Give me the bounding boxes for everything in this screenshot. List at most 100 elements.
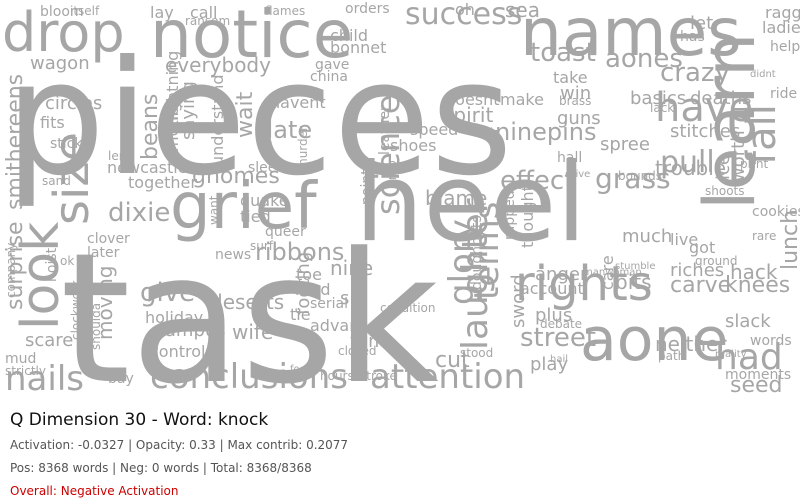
cloud-word: trap (385, 160, 399, 185)
cloud-word: shoots (705, 184, 745, 198)
cloud-word: ok (60, 254, 75, 268)
cloud-word: bits (615, 270, 652, 294)
cloud-word: smithereens (3, 73, 28, 210)
cloud-word: later (87, 245, 120, 261)
cloud-word: got (689, 238, 716, 257)
cloud-word: manwoman (583, 267, 642, 278)
cloud-word: lay (150, 3, 174, 22)
cloud-word: mud (5, 351, 37, 367)
cloud-word: shoes (390, 136, 437, 155)
cloud-word: toe (296, 265, 322, 284)
cloud-word: not (487, 127, 503, 150)
cloud-word: carve (670, 273, 732, 298)
cloud-word: date (258, 116, 313, 144)
overall-activation-value: Negative Activation (60, 484, 179, 498)
cloud-word: ground (695, 254, 738, 268)
cloud-word: guns (557, 108, 601, 129)
cloud-word: clover (87, 231, 130, 247)
cloud-word: sleeve (248, 160, 294, 176)
cloud-word: sin (340, 288, 366, 309)
cloud-word: rights (515, 256, 653, 312)
cloud-word: rare (752, 229, 777, 243)
cloud-word: china (310, 69, 348, 85)
cloud-word: nine (330, 256, 374, 280)
cloud-word: doughnuts (469, 215, 485, 290)
cloud-word: points (359, 162, 375, 205)
cloud-word: play (530, 354, 569, 375)
cloud-word: success (405, 0, 523, 32)
cloud-word: pieces (5, 27, 513, 211)
cloud-word: speed (410, 120, 459, 139)
cloud-word: win (560, 83, 592, 104)
cloud-word: focus (290, 364, 317, 375)
cloud-word: stitches (670, 121, 741, 142)
cloud-word: call (190, 3, 218, 22)
cloud-word: queer (265, 224, 306, 240)
dimension-title: Q Dimension 30 - Word: knock (10, 410, 269, 430)
cloud-word: trouble (655, 156, 727, 180)
word-counts: Pos: 8368 words | Neg: 0 words | Total: … (10, 461, 312, 475)
cloud-word: take (553, 68, 588, 87)
cloud-word: closed (338, 344, 377, 358)
cloud-word: wagon (30, 53, 90, 74)
cloud-word: rapped (502, 190, 518, 240)
cloud-word: tom (350, 331, 386, 352)
cloud-word: names (520, 0, 742, 71)
cloud-word: news (215, 247, 252, 263)
cloud-word: moments (725, 367, 792, 383)
cloud-word: plus (535, 305, 573, 326)
cloud-word: let (690, 13, 714, 34)
cloud-word: oh (455, 0, 475, 19)
cloud-word: mad (295, 280, 331, 299)
cloud-word: saying (178, 81, 199, 140)
cloud-word: motion (163, 95, 182, 152)
cloud-word: aones (605, 44, 683, 74)
cloud-word: leather (377, 105, 393, 155)
cloud-word: drop (2, 1, 125, 64)
cloud-word: spirit (443, 103, 494, 127)
cloud-word: much (622, 226, 673, 247)
cloud-word: have (655, 85, 754, 131)
cloud-word: effect (500, 166, 575, 196)
cloud-word: bonnet (330, 38, 387, 57)
cloud-word: campus (155, 320, 226, 341)
cloud-word: street (520, 323, 597, 353)
cloud-word: surf (250, 239, 274, 253)
cloud-word: dixie (108, 198, 171, 228)
cloud-word: slack (725, 311, 771, 332)
cloud-word: child (330, 26, 368, 45)
cloud-word: account (520, 279, 584, 298)
cloud-word: lend (108, 149, 134, 163)
cloud-word: strictly (5, 364, 46, 378)
cloud-word: ninepins (495, 118, 597, 146)
cloud-word: stumble (615, 261, 656, 272)
cloud-word: fits (40, 113, 65, 132)
cloud-word: hours (320, 369, 354, 383)
overall-activation-text: Overall: Negative Activation (10, 484, 179, 498)
cloud-word: crazy (660, 58, 730, 88)
cloud-word: control (150, 342, 206, 361)
cloud-word: quake (240, 191, 289, 210)
overall-activation: Overall: Negative Activation (10, 484, 790, 498)
cloud-word: stick (50, 136, 83, 152)
cloud-word: has (680, 29, 705, 45)
cloud-word: knees (725, 273, 791, 298)
overall-activation-label: Overall: (10, 484, 61, 498)
cloud-word: holiday (145, 308, 204, 327)
cloud-word: basics (630, 88, 687, 109)
cloud-word: anger (535, 264, 588, 285)
cloud-word: scare (25, 330, 74, 351)
cloud-word: want (207, 195, 221, 225)
cloud-word: company (4, 242, 18, 298)
cloud-word: help (770, 39, 800, 55)
cloud-word: task (60, 215, 439, 401)
cloud-word: shoulda (89, 302, 103, 350)
cloud-word: clockwork (69, 280, 83, 340)
cloud-word: ladies (762, 18, 800, 37)
cloud-word: make (500, 90, 544, 109)
cloud-word: lack (650, 101, 675, 115)
cloud-word: murder (296, 126, 310, 170)
cloud-word: havent (270, 93, 326, 112)
cloud-word: bounds (618, 169, 663, 183)
cloud-word: grass (595, 162, 671, 195)
